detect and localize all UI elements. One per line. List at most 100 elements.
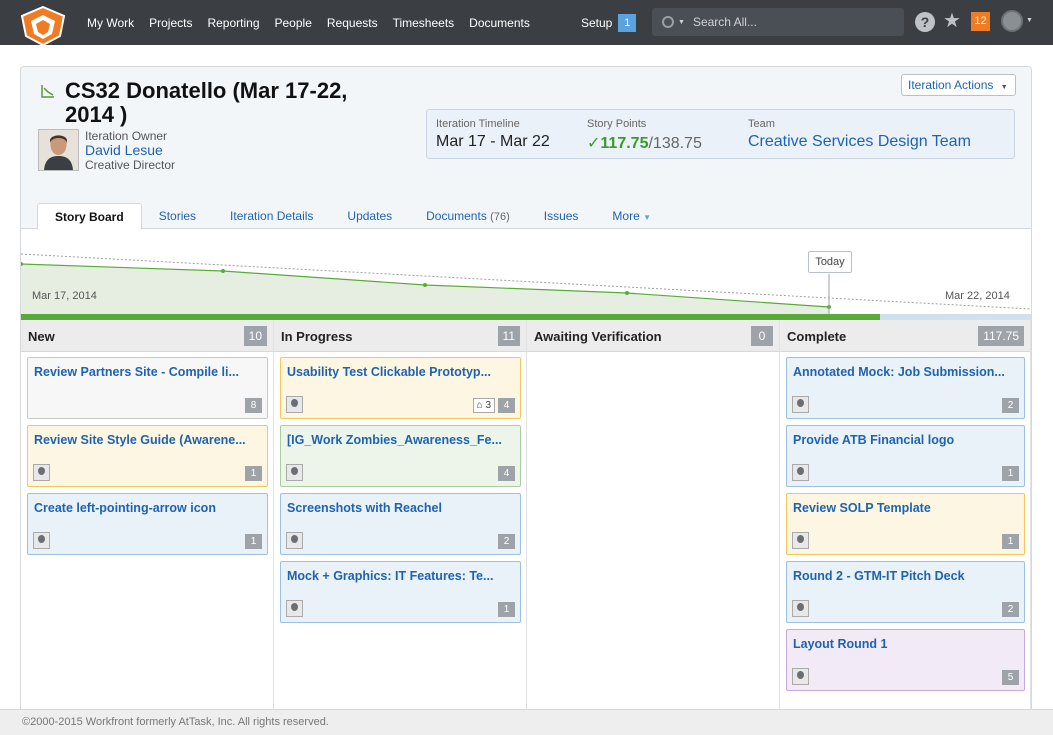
- story-points-badge: 1: [498, 602, 515, 617]
- top-nav-bar: My Work Projects Reporting People Reques…: [0, 0, 1053, 46]
- assignee-avatar[interactable]: [286, 396, 303, 413]
- story-card-title[interactable]: Mock + Graphics: IT Features: Te...: [287, 569, 494, 583]
- nav-documents[interactable]: Documents: [469, 15, 530, 30]
- story-card[interactable]: Screenshots with Reachel 2: [280, 493, 521, 555]
- story-card[interactable]: Review Partners Site - Compile li... 8: [27, 357, 268, 419]
- story-card[interactable]: Annotated Mock: Job Submission... 2: [786, 357, 1025, 419]
- tab-documents[interactable]: Documents (76): [409, 203, 527, 230]
- owner-photo-icon: [39, 130, 78, 170]
- story-card-title[interactable]: Review Site Style Guide (Awarene...: [34, 433, 246, 447]
- column-title: Awaiting Verification: [534, 329, 662, 344]
- story-card[interactable]: Layout Round 1 5: [786, 629, 1025, 691]
- assignee-avatar[interactable]: [286, 464, 303, 481]
- assignee-avatar[interactable]: [792, 396, 809, 413]
- chevron-down-icon[interactable]: ▼: [678, 18, 685, 26]
- owner-name-link[interactable]: David Lesue: [85, 142, 163, 158]
- burndown-graph: [21, 253, 1031, 320]
- setup-badge: 1: [618, 14, 637, 32]
- notification-badge[interactable]: 12: [971, 12, 990, 31]
- checkmark-icon: ✓: [587, 135, 601, 152]
- iteration-actions-button[interactable]: Iteration Actions ▼: [901, 74, 1016, 96]
- assignee-avatar[interactable]: [286, 600, 303, 617]
- subtask-count-badge: ⌂ 3: [472, 398, 495, 413]
- star-icon[interactable]: ★: [943, 10, 961, 32]
- assignee-avatar[interactable]: [33, 464, 50, 481]
- board-column: Awaiting Verification 0: [527, 320, 780, 710]
- assignee-avatar[interactable]: [792, 668, 809, 685]
- search-icon: [662, 16, 674, 28]
- board-column: In Progress 11 Usability Test Clickable Pr…: [274, 320, 527, 710]
- assignee-avatar[interactable]: [792, 532, 809, 549]
- tab-more[interactable]: More ▼: [595, 203, 668, 230]
- assignee-avatar[interactable]: [33, 532, 50, 549]
- tab-updates[interactable]: Updates: [347, 209, 393, 223]
- owner-avatar[interactable]: [38, 129, 79, 171]
- story-card-title[interactable]: Review SOLP Template: [793, 501, 931, 515]
- user-avatar[interactable]: [1001, 10, 1023, 32]
- nav-requests[interactable]: Requests: [326, 15, 378, 30]
- setup-label: Setup: [581, 16, 613, 30]
- story-points-badge: 1: [245, 534, 262, 549]
- story-card[interactable]: Round 2 - GTM-IT Pitch Deck 2: [786, 561, 1025, 623]
- story-card[interactable]: Create left-pointing-arrow icon 1: [27, 493, 268, 555]
- column-header: Complete 117.75: [780, 320, 1030, 352]
- burndown-chart: Mar 17, 2014 Mar 22, 2014 Today: [21, 230, 1031, 320]
- search-placeholder: Search All...: [692, 15, 757, 29]
- story-card[interactable]: Review Site Style Guide (Awarene... 1: [27, 425, 268, 487]
- assignee-avatar[interactable]: [792, 600, 809, 617]
- story-points-badge: 1: [1002, 534, 1019, 549]
- story-points-badge: 4: [498, 466, 515, 481]
- story-card-title[interactable]: [IG_Work Zombies_Awareness_Fe...: [287, 433, 502, 447]
- nav-my-work[interactable]: My Work: [87, 15, 135, 30]
- story-card[interactable]: Provide ATB Financial logo 1: [786, 425, 1025, 487]
- story-card[interactable]: Mock + Graphics: IT Features: Te... 1: [280, 561, 521, 623]
- chevron-down-icon[interactable]: ▼: [1026, 17, 1033, 24]
- tab-iteration-details[interactable]: Iteration Details: [230, 209, 314, 223]
- nav-projects[interactable]: Projects: [149, 15, 193, 30]
- story-card-title[interactable]: Layout Round 1: [793, 637, 888, 651]
- story-points-badge: 5: [1002, 670, 1019, 685]
- story-card-title[interactable]: Annotated Mock: Job Submission...: [793, 365, 1005, 379]
- tab-issues[interactable]: Issues: [543, 209, 579, 223]
- story-points-badge: 2: [1002, 398, 1019, 413]
- team-link[interactable]: Creative Services Design Team: [748, 133, 971, 150]
- nav-people[interactable]: People: [274, 15, 312, 30]
- story-points-badge: 1: [245, 466, 262, 481]
- owner-label: Iteration Owner: [85, 129, 168, 143]
- story-points-badge: 1: [1002, 466, 1019, 481]
- setup-link[interactable]: Setup 1: [581, 14, 637, 32]
- board-column: New 10 Review Partners Site - Compile li..…: [21, 320, 274, 710]
- assignee-avatar[interactable]: [286, 532, 303, 549]
- copyright-text: ©2000-2015 Workfront formerly AtTask, In…: [22, 716, 329, 728]
- iteration-tabs: Story Board Stories Iteration Details Up…: [37, 203, 668, 230]
- story-points-badge: 2: [498, 534, 515, 549]
- main-nav: My Work Projects Reporting People Reques…: [87, 0, 545, 45]
- chevron-down-icon: ▼: [1000, 84, 1008, 91]
- hierarchy-icon: ⌂: [476, 400, 486, 411]
- story-card-title[interactable]: Usability Test Clickable Prototyp...: [287, 365, 491, 379]
- tab-story-board[interactable]: Story Board: [37, 203, 142, 230]
- iteration-info-box: Iteration Timeline Mar 17 - Mar 22 Story…: [426, 109, 1015, 159]
- nav-timesheets[interactable]: Timesheets: [392, 15, 455, 30]
- assignee-avatar[interactable]: [792, 464, 809, 481]
- story-card-title[interactable]: Screenshots with Reachel: [287, 501, 442, 515]
- story-card[interactable]: Review SOLP Template 1: [786, 493, 1025, 555]
- help-icon[interactable]: ?: [915, 12, 935, 32]
- story-points-done: 117.75: [600, 135, 649, 152]
- tab-stories[interactable]: Stories: [158, 209, 197, 223]
- nav-reporting[interactable]: Reporting: [207, 15, 260, 30]
- story-card-title[interactable]: Create left-pointing-arrow icon: [34, 501, 216, 515]
- lion-logo-icon[interactable]: [20, 6, 66, 46]
- story-card-title[interactable]: Round 2 - GTM-IT Pitch Deck: [793, 569, 965, 583]
- story-card-title[interactable]: Review Partners Site - Compile li...: [34, 365, 239, 379]
- story-card-title[interactable]: Provide ATB Financial logo: [793, 433, 955, 447]
- story-card[interactable]: [IG_Work Zombies_Awareness_Fe... 4: [280, 425, 521, 487]
- story-points-value: ✓117.75/138.75: [587, 133, 702, 153]
- subtask-count: 3: [485, 400, 491, 411]
- story-points-total: /138.75: [648, 135, 702, 152]
- column-header: Awaiting Verification 0: [527, 320, 779, 352]
- search-input[interactable]: ▼ Search All...: [652, 8, 904, 36]
- story-points-badge: 8: [245, 398, 262, 413]
- iteration-header: CS32 Donatello (Mar 17-22, 2014 ) Iterat…: [21, 67, 1031, 230]
